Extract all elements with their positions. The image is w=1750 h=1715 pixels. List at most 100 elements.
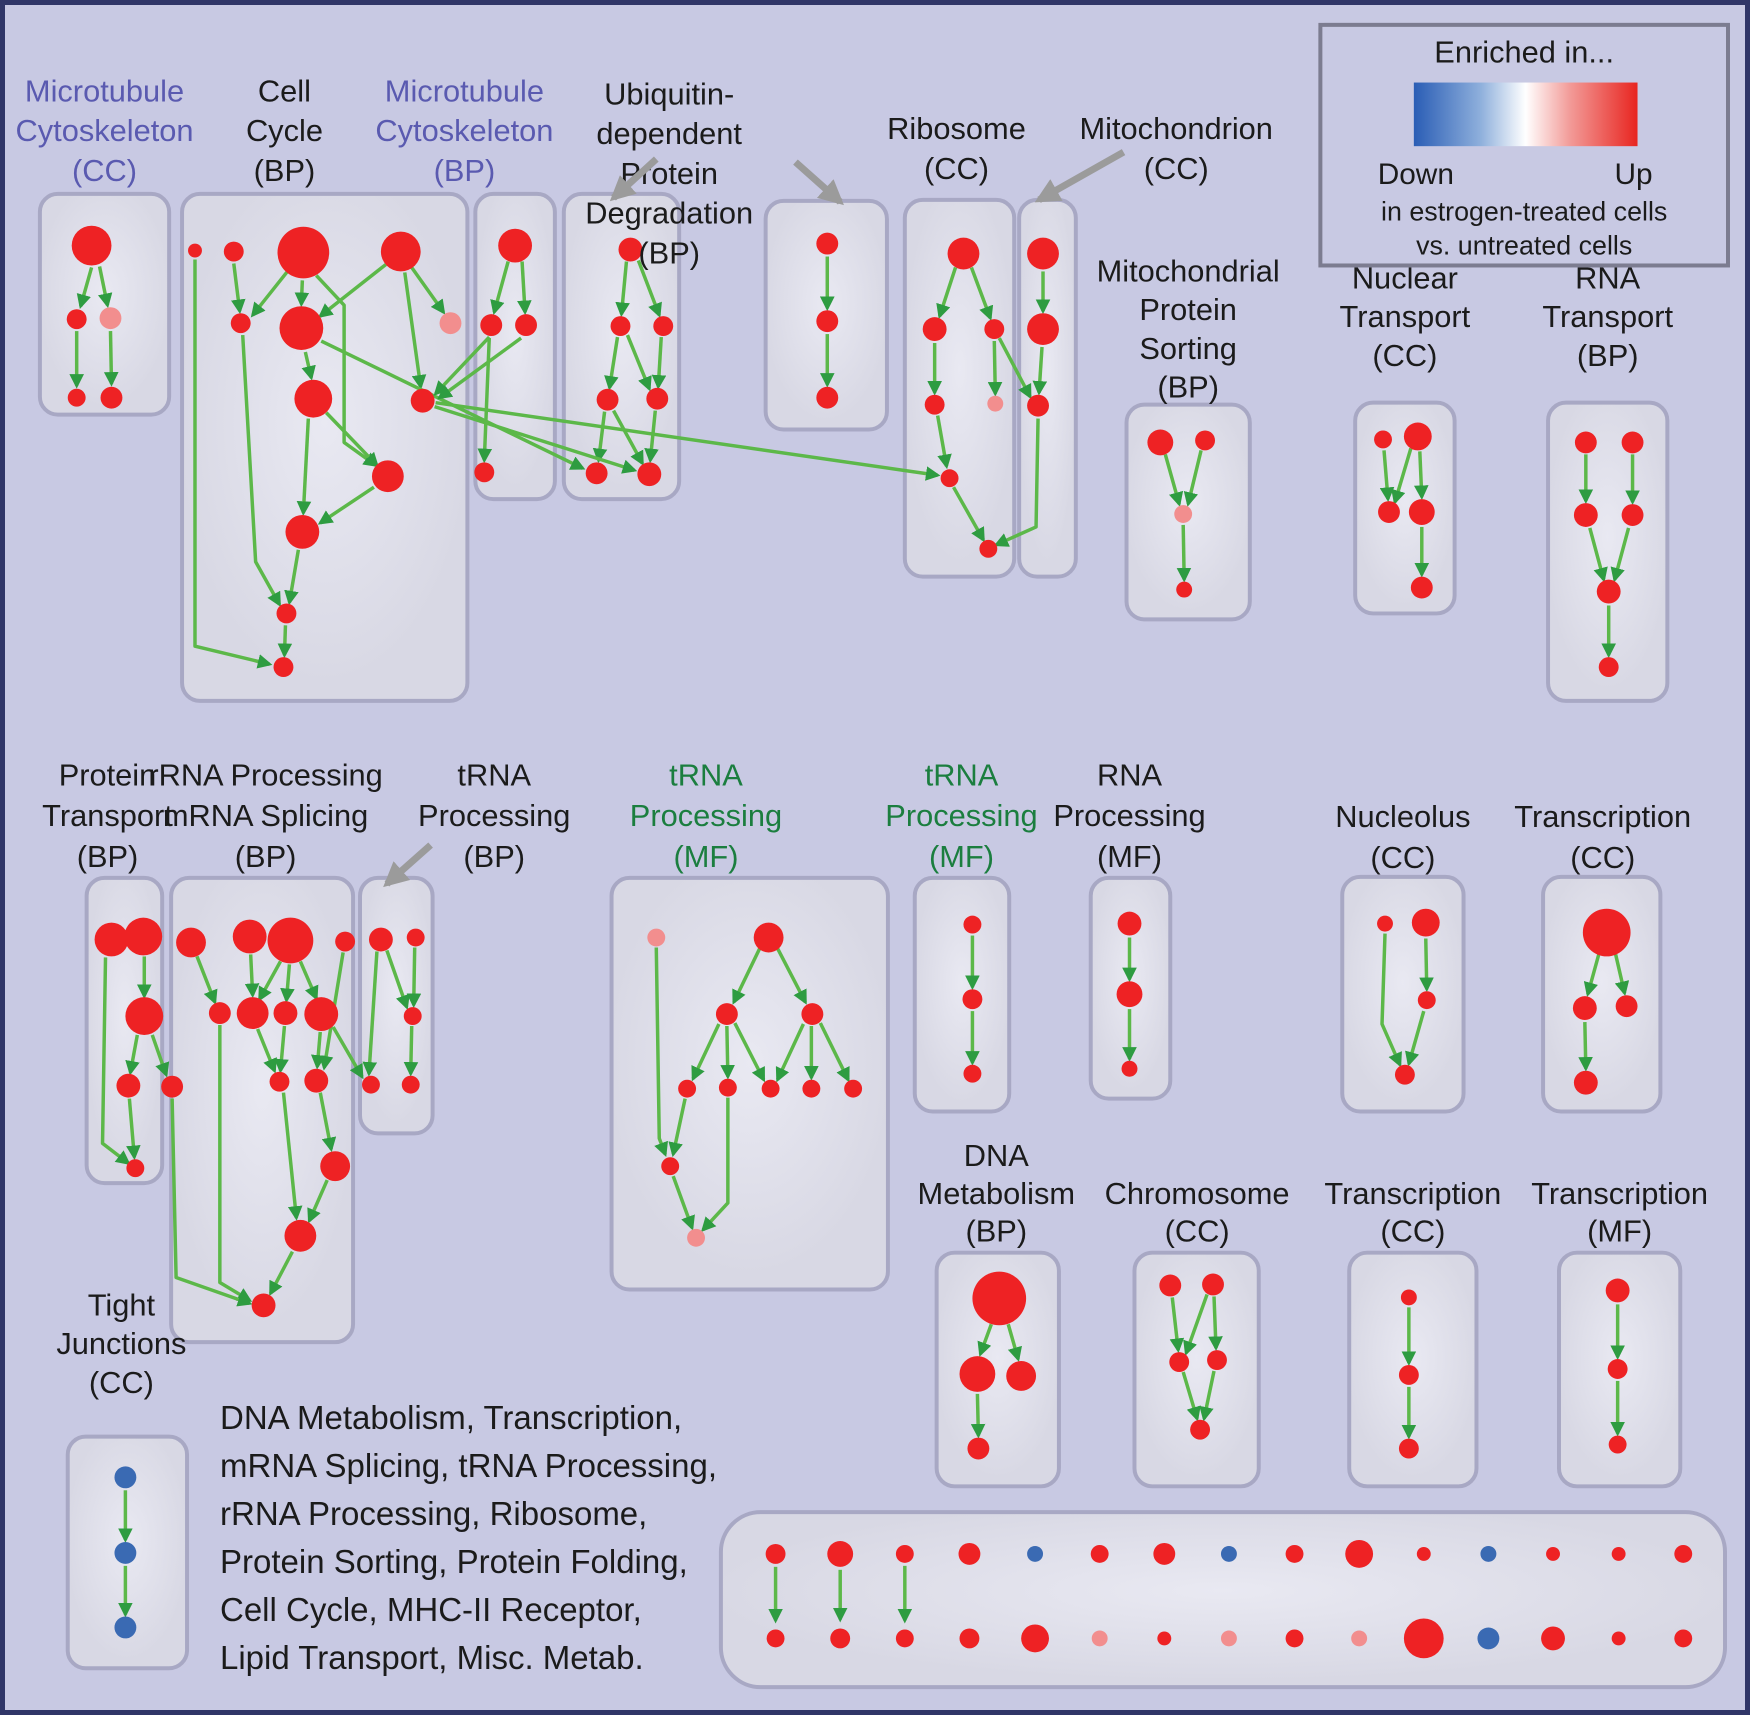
node-trna-processing-mf-large [661,1157,680,1176]
edge-cell-cycle-bp [301,351,316,381]
cluster-label-microtubule-cytoskeleton-bp: Microtubule [385,73,544,108]
edge-cell-cycle-bp [284,549,301,606]
node-chromosome-cc [1190,1419,1211,1440]
cluster-label-transcription-cc-bottom: Transcription [1324,1176,1501,1211]
node-nucleolus-cc [1411,908,1440,937]
node-cell-cycle-bp [294,379,333,418]
cluster-label-ribosome-cc: Ribosome [887,111,1026,146]
cluster-box-chromosome-cc [1132,1250,1261,1489]
strip-node-top [827,1540,854,1567]
node-ribosome-cc [922,317,947,342]
edge-protein-transport-bp [100,957,131,1165]
edge-nucleolus-cc [1380,933,1402,1068]
legend-color-scale [1413,82,1638,147]
node-chromosome-cc [1202,1273,1224,1296]
node-dna-metabolism-bp [959,1356,996,1392]
edge-protein-transport-bp [126,1098,141,1161]
cross-cluster-edge [997,337,1032,400]
cluster-label-mitochondrial-protein-sorting-bp: Protein [1139,292,1237,327]
node-trna-processing-bp [403,1007,422,1026]
edge-rrna-processing-mrna-splicing-bp [258,960,283,1002]
cluster-label-rrna-processing-mrna-splicing-bp: rRNA Processing [148,757,382,792]
pointer-to-ubiquitin-right [793,159,844,206]
edge-trna-processing-mf-large [733,1022,766,1083]
node-transcription-cc-middle [1572,996,1597,1021]
node-cell-cycle-bp [410,388,435,413]
node-nucleolus-cc [1417,991,1436,1010]
strip-node-bottom [1541,1626,1565,1651]
cross-cluster-edge [433,335,491,396]
edge-microtubule-cytoskeleton-cc [103,331,119,387]
edge-transcription-cc-middle [1613,954,1630,997]
cluster-label-trna-processing-mf-small: tRNA [925,757,999,792]
cluster-box-transcription-cc-middle [1541,874,1663,1114]
edge-chromosome-cc [1181,1371,1201,1422]
strip-node-top [1611,1546,1626,1561]
node-chromosome-cc [1207,1350,1227,1370]
edge-chromosome-cc [1208,1296,1223,1352]
cluster-label-mitochondrial-protein-sorting-bp: Sorting [1139,331,1237,366]
node-transcription-cc-middle [1582,908,1631,957]
node-trna-processing-mf-large [844,1079,863,1098]
misc-terms-line: DNA Metabolism, Transcription, [220,1399,683,1436]
edge-cell-cycle-bp [403,272,427,390]
node-rrna-processing-mrna-splicing-bp [269,1071,290,1092]
edge-rrna-processing-mrna-splicing-bp [256,1028,277,1074]
node-nuclear-transport-cc [1403,422,1432,451]
node-protein-transport-bp [125,997,164,1035]
cluster-label-rna-processing-mf: Processing [1053,798,1205,833]
node-transcription-mf [1605,1278,1630,1303]
node-rna-processing-mf [1117,911,1142,936]
node-ubiquitin-degradation-left [653,316,674,337]
node-ribosome-cc [940,469,959,488]
edge-nuclear-transport-cc [1413,451,1429,501]
cluster-label-trna-processing-mf-small: Processing [885,798,1037,833]
edge-trna-processing-bp [403,1025,419,1077]
edge-dna-metabolism-bp [970,1393,986,1439]
node-trna-processing-bp [362,1075,380,1094]
node-transcription-cc-bottom [1398,1438,1419,1459]
cluster-label-ubiquitin-dependent-protein-degradation-bp: Protein [620,156,718,191]
cluster-label-ubiquitin-dependent-protein-degradation-bp: dependent [596,116,742,151]
edge-trna-processing-mf-large [654,947,668,1157]
node-trna-processing-mf-large [753,922,784,953]
cluster-label-trna-processing-mf-large: (MF) [673,839,738,874]
edge-ubiquitin-degradation-left [615,261,630,318]
cluster-label-cell-cycle-bp: (BP) [254,153,316,188]
legend-subtitle-line2: vs. untreated cells [1416,231,1632,261]
strip-node-bottom [1021,1624,1049,1653]
node-microtubule-cytoskeleton-bp [474,462,495,483]
misc-terms-line: rRNA Processing, Ribosome, [220,1495,648,1532]
cluster-label-trna-processing-mf-large: Processing [630,798,782,833]
strip-node-top [1480,1545,1497,1562]
node-transcription-cc-middle [1615,995,1638,1018]
edge-nucleolus-cc [1419,938,1434,993]
cluster-box-nucleolus-cc [1340,874,1466,1114]
node-dna-metabolism-bp [967,1437,990,1460]
node-rna-transport-bp [1574,431,1597,454]
edge-ribosome-cc [936,266,958,319]
node-microtubule-cytoskeleton-bp [515,314,537,337]
strip-node-bottom [895,1629,914,1648]
node-mitochondrion-cc [1027,237,1059,270]
node-nuclear-transport-cc [1374,430,1392,449]
edge-trna-processing-mf-large [818,1022,850,1083]
edge-ribosome-cc [969,266,994,321]
edge-ubiquitin-degradation-left [636,259,662,318]
cluster-label-transcription-cc-bottom: (CC) [1380,1214,1445,1249]
edge-rrna-processing-mrna-splicing-bp [318,1092,337,1153]
node-trna-processing-mf-large [647,928,666,947]
node-trna-processing-mf-small [962,989,983,1010]
node-rrna-processing-mrna-splicing-bp [161,1075,184,1098]
cluster-label-transcription-mf: (MF) [1587,1214,1652,1249]
node-transcription-mf [1607,1359,1628,1379]
cluster-label-microtubule-cytoskeleton-bp: Cytoskeleton [375,113,553,148]
strip-node-top [1153,1542,1176,1565]
strip-node-bottom [1674,1629,1693,1648]
strip-node-bottom [1091,1630,1108,1647]
cluster-box-trna-processing-mf-large [609,875,890,1292]
edge-ubiquitin-degradation-left [612,409,644,466]
strip-node-bottom [1351,1630,1368,1647]
node-mitochondrial-protein-sorting-bp [1174,505,1193,523]
